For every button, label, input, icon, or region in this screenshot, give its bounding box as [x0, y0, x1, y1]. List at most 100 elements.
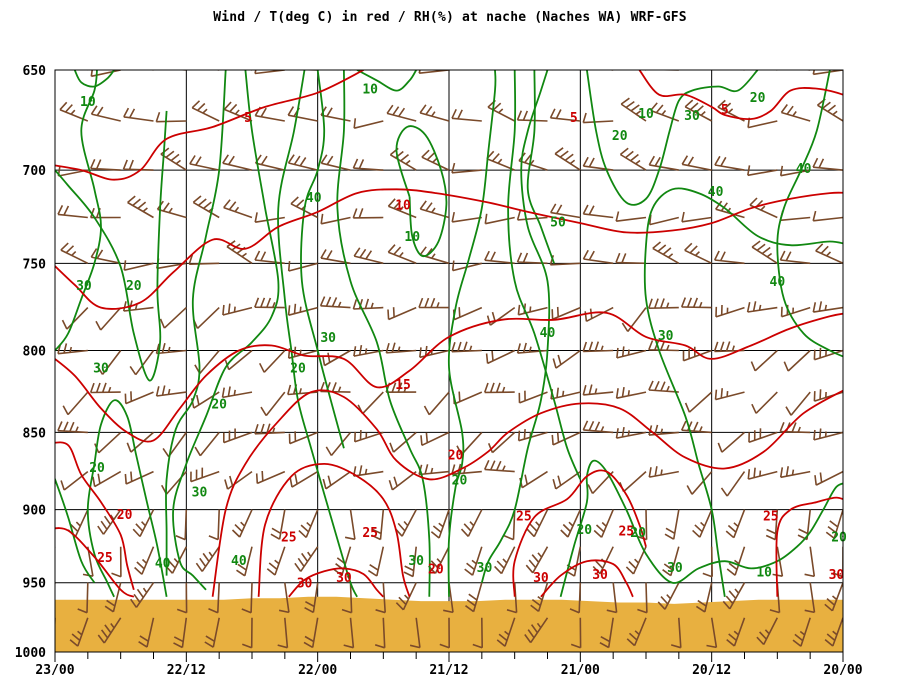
wind-barb [709, 70, 712, 71]
wind-barb [69, 617, 89, 647]
rh-contour-20 [55, 110, 168, 382]
wind-barb [287, 261, 318, 272]
wind-barb [465, 582, 483, 613]
wind-barb [386, 104, 417, 122]
rh-contour-10 [356, 70, 417, 92]
contour-labels-layer: 10 10 10 20 30 30 40 30 20 20 20 30 40 40 30 30 20 50 40 20… [76, 83, 847, 592]
wind-barb [643, 70, 646, 71]
wind-barb [122, 159, 154, 171]
x-tick-label: 21/12 [429, 663, 468, 678]
y-tick-label: 700 [23, 164, 47, 179]
wind-barb [717, 431, 746, 453]
rh-contour-20 [165, 70, 227, 576]
wind-barb [82, 546, 94, 577]
wind-barb [756, 617, 779, 646]
rh-contour-label: 30 [76, 279, 92, 294]
wind-barb [747, 165, 778, 177]
wind-barb [779, 466, 811, 479]
wind-barb [134, 546, 155, 575]
wind-barb [456, 431, 483, 456]
t-contour-label: 30 [336, 571, 352, 586]
wind-barb [695, 582, 713, 613]
wind-barb [472, 617, 483, 649]
x-tick-label: 20/12 [692, 663, 731, 678]
wind-barb [582, 341, 614, 353]
wind-barb [554, 147, 581, 171]
wind-barb [570, 617, 582, 649]
wind-barb [748, 428, 778, 444]
wind-barb [648, 466, 679, 478]
wind-barb [516, 110, 548, 122]
wind-barb [451, 108, 482, 122]
wind-barb [684, 242, 713, 265]
wind-barb [525, 546, 549, 574]
wind-barb [254, 297, 285, 309]
wind-barb [619, 147, 647, 171]
t-contour-label: 15 [395, 378, 411, 393]
wind-barb [353, 247, 384, 265]
wind-barb [60, 470, 89, 491]
wind-barb [92, 470, 122, 488]
wind-barb [387, 306, 417, 321]
wind-barb [55, 617, 56, 637]
wind-barb [599, 617, 614, 649]
wind-barb [222, 303, 253, 316]
y-tick-label: 1000 [15, 646, 46, 661]
y-tick-label: 750 [23, 257, 47, 272]
wind-barb [486, 306, 516, 326]
x-tick-label: 22/00 [298, 663, 337, 678]
wind-barb [749, 197, 778, 219]
wind-barb [304, 582, 319, 614]
wind-barb [582, 204, 614, 219]
wind-barb [419, 246, 450, 265]
axes-layer: 650 700 750 800 850 900 950 1000 23/00 22/12 22/00… [15, 64, 863, 678]
t-contour-25 [55, 527, 135, 598]
wind-barb [814, 470, 843, 486]
t-contour-30 [540, 559, 634, 598]
wind-barb [236, 546, 253, 577]
wind-barb [320, 213, 351, 225]
rh-contour-label: 40 [306, 191, 322, 206]
wind-barb [487, 431, 516, 454]
rh-contour-label: 20 [576, 523, 592, 538]
wind-barb [97, 617, 122, 644]
wind-barb [785, 391, 811, 416]
wind-barb [287, 106, 318, 122]
wind-barb [127, 195, 154, 219]
wind-barb [783, 349, 811, 372]
wind-barb [346, 70, 351, 71]
x-tick-label: 20/00 [823, 663, 862, 678]
wind-barb [524, 617, 549, 644]
wind-barb [750, 349, 778, 372]
wind-barb [578, 70, 581, 71]
wind-barb [418, 297, 450, 309]
wind-barb [287, 154, 318, 171]
wind-barb [414, 70, 417, 71]
wind-barb [746, 301, 778, 313]
wind-barb [684, 99, 713, 122]
wind-barb [249, 70, 252, 71]
rh-contour-label: 30 [93, 361, 109, 376]
wind-barb [662, 546, 680, 577]
t-contour-label: 5 [721, 103, 729, 118]
wind-barb [606, 70, 614, 71]
t-contour-label: 25 [763, 510, 779, 525]
t-contour-10 [55, 188, 843, 310]
wind-barb [255, 470, 286, 485]
rh-contour-20 [447, 70, 497, 597]
wind-barb [824, 582, 843, 612]
wind-barb [90, 105, 121, 122]
rh-contour-label: 10 [638, 107, 654, 122]
wind-barb [625, 546, 647, 575]
wind-barb [162, 431, 187, 458]
wind-barb [551, 431, 581, 446]
wind-barb [552, 470, 581, 490]
t-contour-25 [257, 462, 411, 598]
wind-barb [452, 391, 483, 405]
wind-barb [419, 200, 450, 219]
wind-barb [389, 147, 417, 171]
wind-barb [287, 70, 318, 71]
wind-barb [77, 582, 89, 614]
wind-barb [123, 260, 154, 271]
